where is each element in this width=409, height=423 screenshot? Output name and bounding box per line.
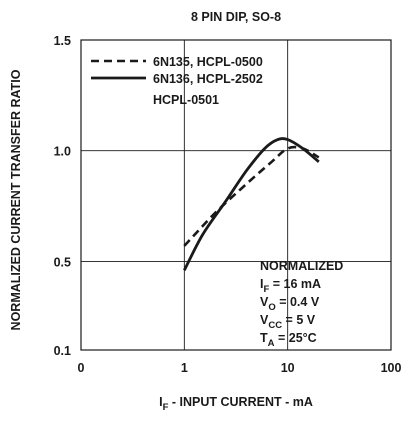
annotation-line-vo: VO = 0.4 V	[260, 295, 320, 313]
annotation-title: NORMALIZED	[260, 259, 343, 273]
series-line-solid	[183, 137, 320, 271]
annotation-line-if: IF = 16 mA	[260, 277, 321, 295]
series-layer	[183, 137, 320, 271]
y-tick-label: 1.0	[54, 145, 71, 159]
legend-label-solid: 6N136, HCPL-2502	[153, 72, 263, 86]
y-axis-label: NORMALIZED CURRENT TRANSFER RATIO	[9, 69, 23, 330]
tick-labels: 0 1 10 100 0.1 0.5 1.0 1.5	[54, 34, 402, 375]
legend: 6N135, HCPL-0500 6N136, HCPL-2502 HCPL-0…	[91, 55, 263, 107]
conditions-annotation: NORMALIZED IF = 16 mA VO = 0.4 V VCC = 5…	[260, 259, 343, 349]
y-tick-label: 0.1	[54, 344, 71, 358]
plot-frame	[80, 39, 392, 351]
x-axis-label: IF - INPUT CURRENT - mA	[159, 395, 313, 413]
chart-title: 8 PIN DIP, SO-8	[191, 10, 281, 24]
x-tick-label: 1	[181, 361, 188, 375]
legend-label-dashed: 6N135, HCPL-0500	[153, 55, 263, 69]
x-tick-label: 10	[281, 361, 295, 375]
x-tick-label: 0	[78, 361, 85, 375]
y-tick-label: 1.5	[54, 34, 71, 48]
annotation-line-ta: TA = 25°C	[260, 331, 317, 349]
x-tick-label: 100	[381, 361, 402, 375]
legend-label-solid-line2: HCPL-0501	[153, 93, 219, 107]
y-tick-label: 0.5	[54, 255, 71, 269]
annotation-line-vcc: VCC = 5 V	[260, 313, 316, 331]
